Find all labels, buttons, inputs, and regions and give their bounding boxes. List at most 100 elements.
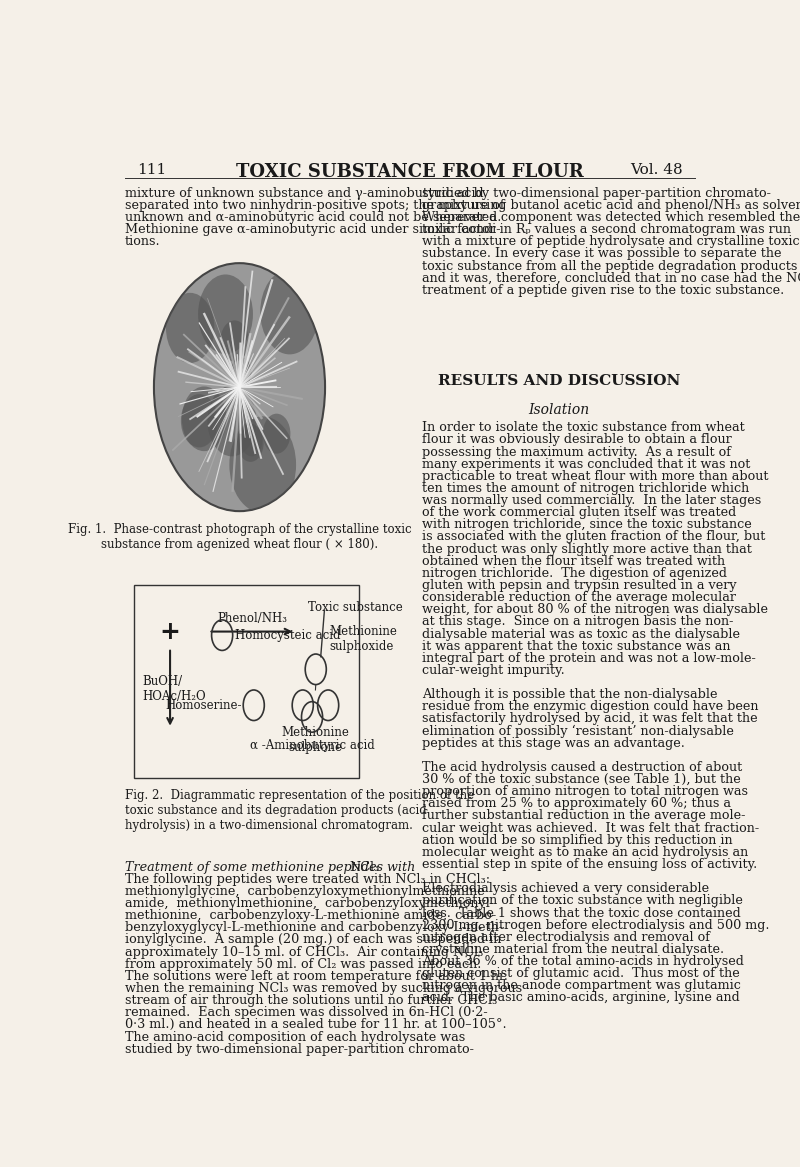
Text: crystalline material from the neutral dialysate.: crystalline material from the neutral di…	[422, 943, 725, 956]
Text: α -Aminobutyric acid: α -Aminobutyric acid	[250, 739, 374, 752]
Text: Methionine gave α-aminobutyric acid under similar condi-: Methionine gave α-aminobutyric acid unde…	[125, 223, 500, 236]
Text: and it was, therefore, concluded that in no case had the NCl₃: and it was, therefore, concluded that in…	[422, 272, 800, 285]
Text: ionylglycine.  A sample (20 mg.) of each was suspended in: ionylglycine. A sample (20 mg.) of each …	[125, 934, 501, 946]
Circle shape	[198, 274, 253, 354]
Circle shape	[230, 417, 296, 513]
Circle shape	[220, 321, 249, 362]
Text: treatment of a peptide given rise to the toxic substance.: treatment of a peptide given rise to the…	[422, 284, 785, 296]
Text: nitrogen after electrodialysis and removal of: nitrogen after electrodialysis and remov…	[422, 931, 710, 944]
Text: Electrodialysis achieved a very considerable: Electrodialysis achieved a very consider…	[422, 882, 710, 895]
Circle shape	[241, 425, 262, 456]
Text: remained.  Each specimen was dissolved in 6n-HCl (0·2-: remained. Each specimen was dissolved in…	[125, 1006, 487, 1019]
Text: studied by two-dimensional paper-partition chromato-: studied by two-dimensional paper-partiti…	[125, 1042, 474, 1056]
Text: Isolation: Isolation	[528, 404, 590, 418]
Text: About 36 % of the total amino-acids in hydrolysed: About 36 % of the total amino-acids in h…	[422, 955, 744, 969]
Text: benzyloxyglycyl-L-methionine and carbobenzyloxy-L-meth-: benzyloxyglycyl-L-methionine and carbobe…	[125, 922, 503, 935]
Text: peptides at this stage was an advantage.: peptides at this stage was an advantage.	[422, 736, 686, 749]
Text: possessing the maximum activity.  As a result of: possessing the maximum activity. As a re…	[422, 446, 731, 459]
Text: The solutions were left at room temperature for about 1 hr.: The solutions were left at room temperat…	[125, 970, 508, 983]
Text: stream of air through the solutions until no further CHCl₃: stream of air through the solutions unti…	[125, 994, 497, 1007]
Text: Fig. 2.  Diagrammatic representation of the position of the
toxic substance and : Fig. 2. Diagrammatic representation of t…	[125, 789, 474, 832]
Text: The amino-acid composition of each hydrolysate was: The amino-acid composition of each hydro…	[125, 1030, 465, 1043]
Text: 0·3 ml.) and heated in a sealed tube for 11 hr. at 100–105°.: 0·3 ml.) and heated in a sealed tube for…	[125, 1019, 506, 1032]
Text: raised from 25 % to approximately 60 %; thus a: raised from 25 % to approximately 60 %; …	[422, 797, 731, 810]
Text: substance. In every case it was possible to separate the: substance. In every case it was possible…	[422, 247, 782, 260]
Text: gluten consist of glutamic acid.  Thus most of the: gluten consist of glutamic acid. Thus mo…	[422, 967, 740, 980]
Circle shape	[182, 386, 226, 452]
Text: was normally used commercially.  In the later stages: was normally used commercially. In the l…	[422, 494, 762, 508]
Text: from approximately 50 ml. of Cl₂ was passed into each.: from approximately 50 ml. of Cl₂ was pas…	[125, 958, 481, 971]
Text: weight, for about 80 % of the nitrogen was dialysable: weight, for about 80 % of the nitrogen w…	[422, 603, 769, 616]
Text: proportion of amino nitrogen to total nitrogen was: proportion of amino nitrogen to total ni…	[422, 785, 749, 798]
Text: NCl₃: NCl₃	[350, 861, 379, 874]
Text: many experiments it was concluded that it was not: many experiments it was concluded that i…	[422, 457, 750, 470]
Text: Methionine
sulphoxide: Methionine sulphoxide	[330, 626, 398, 654]
Circle shape	[207, 385, 256, 456]
Text: Fig. 1.  Phase-contrast photograph of the crystalline toxic
substance from ageni: Fig. 1. Phase-contrast photograph of the…	[68, 523, 411, 551]
Circle shape	[181, 394, 218, 447]
Text: nitrogen in the anode compartment was glutamic: nitrogen in the anode compartment was gl…	[422, 979, 742, 992]
Text: approximately 10–15 ml. of CHCl₃.  Air containing NCl₃: approximately 10–15 ml. of CHCl₃. Air co…	[125, 945, 483, 958]
Text: 111: 111	[138, 162, 166, 176]
Text: RESULTS AND DISCUSSION: RESULTS AND DISCUSSION	[438, 373, 680, 387]
Text: +: +	[160, 620, 181, 643]
Text: Phenol/NH₃: Phenol/NH₃	[217, 613, 287, 626]
Text: cular weight was achieved.  It was felt that fraction-: cular weight was achieved. It was felt t…	[422, 822, 759, 834]
Text: toxic factor in Rₚ values a second chromatogram was run: toxic factor in Rₚ values a second chrom…	[422, 223, 791, 236]
Text: methionylglycine,  carbobenzyloxymethionylmethionine: methionylglycine, carbobenzyloxymethiony…	[125, 885, 485, 897]
Text: considerable reduction of the average molecular: considerable reduction of the average mo…	[422, 592, 737, 605]
Text: at this stage.  Since on a nitrogen basis the non-: at this stage. Since on a nitrogen basis…	[422, 615, 734, 628]
Text: separated into two ninhydrin-positive spots; the mixture of: separated into two ninhydrin-positive sp…	[125, 198, 505, 212]
Circle shape	[230, 357, 251, 387]
Text: is associated with the gluten fraction of the flour, but: is associated with the gluten fraction o…	[422, 531, 766, 544]
Text: Treatment of some methionine peptides with: Treatment of some methionine peptides wi…	[125, 861, 419, 874]
Text: nitrogen trichloride.  The digestion of agenized: nitrogen trichloride. The digestion of a…	[422, 567, 727, 580]
Text: purification of the toxic substance with negligible: purification of the toxic substance with…	[422, 894, 743, 908]
Text: Homocysteic acid: Homocysteic acid	[235, 629, 341, 642]
Text: gluten with pepsin and trypsin resulted in a very: gluten with pepsin and trypsin resulted …	[422, 579, 737, 592]
Text: molecular weight as to make an acid hydrolysis an: molecular weight as to make an acid hydr…	[422, 846, 749, 859]
Text: with nitrogen trichloride, since the toxic substance: with nitrogen trichloride, since the tox…	[422, 518, 752, 531]
Bar	[134, 585, 359, 778]
Text: Homoserine-: Homoserine-	[165, 699, 242, 712]
Text: The following peptides were treated with NCl₃ in CHCl₃:: The following peptides were treated with…	[125, 873, 490, 886]
Text: The acid hydrolysis caused a destruction of about: The acid hydrolysis caused a destruction…	[422, 761, 742, 774]
Text: mixture of unknown substance and γ-aminobutyric acid: mixture of unknown substance and γ-amino…	[125, 187, 483, 200]
Circle shape	[166, 293, 214, 363]
Text: BuOH/
HOAc/H₂O: BuOH/ HOAc/H₂O	[142, 675, 206, 703]
Text: the product was only slightly more active than that: the product was only slightly more activ…	[422, 543, 752, 555]
Text: dialysable material was as toxic as the dialysable: dialysable material was as toxic as the …	[422, 628, 741, 641]
Text: of the work commercial gluten itself was treated: of the work commercial gluten itself was…	[422, 506, 737, 519]
Text: Toxic substance: Toxic substance	[308, 601, 402, 614]
Text: 30 % of the toxic substance (see Table 1), but the: 30 % of the toxic substance (see Table 1…	[422, 773, 741, 787]
Text: cular-weight impurity.: cular-weight impurity.	[422, 664, 565, 677]
Text: In order to isolate the toxic substance from wheat: In order to isolate the toxic substance …	[422, 421, 745, 434]
Text: essential step in spite of the ensuing loss of activity.: essential step in spite of the ensuing l…	[422, 858, 758, 871]
Text: ation would be so simplified by this reduction in: ation would be so simplified by this red…	[422, 833, 733, 847]
Text: toxic substance from all the peptide degradation products: toxic substance from all the peptide deg…	[422, 259, 798, 273]
Text: TOXIC SUBSTANCE FROM FLOUR: TOXIC SUBSTANCE FROM FLOUR	[236, 162, 584, 181]
Text: studied by two-dimensional paper-partition chromato-: studied by two-dimensional paper-partiti…	[422, 187, 771, 200]
Circle shape	[262, 413, 290, 454]
Text: 2300 mg. nitrogen before electrodialysis and 500 mg.: 2300 mg. nitrogen before electrodialysis…	[422, 918, 770, 931]
Text: Methionine
sulphone: Methionine sulphone	[282, 726, 350, 754]
Text: with a mixture of peptide hydrolysate and crystalline toxic: with a mixture of peptide hydrolysate an…	[422, 236, 800, 249]
Text: amide,  methionylmethionine,  carbobenzyloxymethionyl-: amide, methionylmethionine, carbobenzylo…	[125, 897, 494, 910]
Circle shape	[260, 270, 319, 355]
Text: graphy using butanol acetic acid and phenol/NH₃ as solvents.: graphy using butanol acetic acid and phe…	[422, 198, 800, 212]
Text: Wherever a component was detected which resembled the: Wherever a component was detected which …	[422, 211, 800, 224]
Text: flour it was obviously desirable to obtain a flour: flour it was obviously desirable to obta…	[422, 433, 732, 447]
Text: integral part of the protein and was not a low-mole-: integral part of the protein and was not…	[422, 652, 756, 665]
Text: acid.  The basic amino-acids, arginine, lysine and: acid. The basic amino-acids, arginine, l…	[422, 992, 740, 1005]
Text: obtained when the flour itself was treated with: obtained when the flour itself was treat…	[422, 554, 726, 567]
Text: elimination of possibly ‘resistant’ non-dialysable: elimination of possibly ‘resistant’ non-…	[422, 725, 734, 738]
Text: methionine,  carbobenzyloxy-L-methionine amide,  carbo-: methionine, carbobenzyloxy-L-methionine …	[125, 909, 496, 922]
Circle shape	[154, 263, 325, 511]
Text: satisfactorily hydrolysed by acid, it was felt that the: satisfactorily hydrolysed by acid, it wa…	[422, 712, 758, 726]
Text: residue from the enzymic digestion could have been: residue from the enzymic digestion could…	[422, 700, 759, 713]
Circle shape	[238, 424, 264, 462]
Text: it was apparent that the toxic substance was an: it was apparent that the toxic substance…	[422, 640, 731, 652]
Text: Although it is possible that the non-dialysable: Although it is possible that the non-dia…	[422, 689, 718, 701]
Text: practicable to treat wheat flour with more than about: practicable to treat wheat flour with mo…	[422, 470, 769, 483]
Text: tions.: tions.	[125, 236, 161, 249]
